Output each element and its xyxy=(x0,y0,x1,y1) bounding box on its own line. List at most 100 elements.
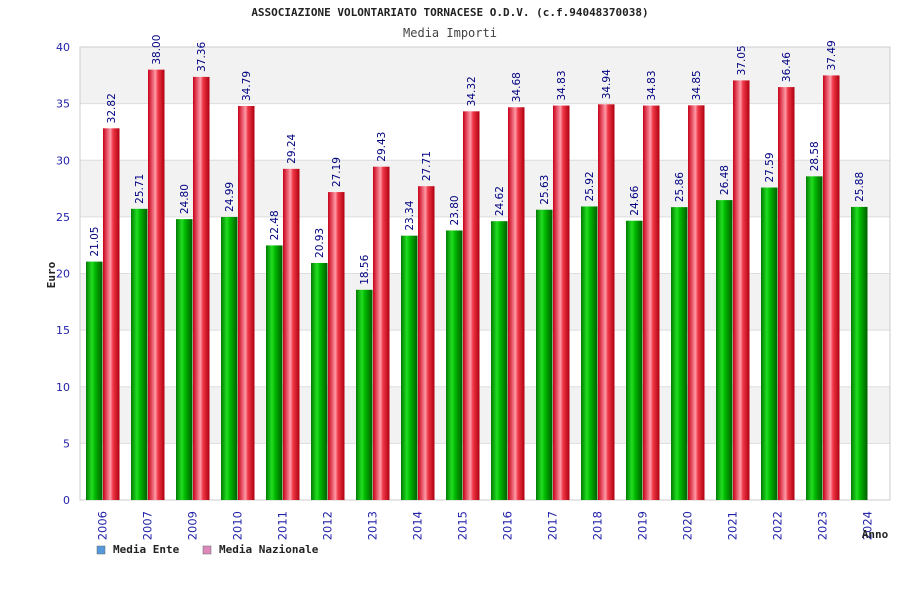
bar-media-nazionale xyxy=(193,76,210,500)
data-label: 22.48 xyxy=(269,210,281,240)
x-tick-label: 2010 xyxy=(231,511,245,540)
legend-swatch-media-nazionale xyxy=(202,545,212,555)
data-label: 20.93 xyxy=(314,228,326,258)
y-tick-label: 35 xyxy=(56,98,70,111)
data-label: 34.32 xyxy=(466,76,478,106)
bar-media-ente xyxy=(536,209,553,501)
bar-media-ente xyxy=(716,200,733,500)
bar-media-nazionale xyxy=(823,75,840,500)
bar-media-ente xyxy=(851,206,868,500)
data-label: 24.99 xyxy=(224,182,236,212)
x-tick-label: 2023 xyxy=(816,511,830,540)
x-tick-label: 2014 xyxy=(411,511,425,540)
data-label: 23.34 xyxy=(404,200,416,230)
data-label: 28.58 xyxy=(809,141,821,171)
bar-media-nazionale xyxy=(328,192,345,501)
chart-subtitle: Media Importi xyxy=(403,26,497,40)
legend: Media Ente Media Nazionale xyxy=(96,543,319,556)
data-label: 26.48 xyxy=(719,165,731,195)
data-label: 25.63 xyxy=(539,175,551,205)
x-tick-label: 2020 xyxy=(681,511,695,540)
x-tick-label: 2019 xyxy=(636,511,650,540)
bar-media-nazionale xyxy=(508,107,525,501)
data-label: 25.88 xyxy=(854,172,866,202)
data-label: 27.19 xyxy=(331,157,343,187)
x-tick-label: 2016 xyxy=(501,511,515,540)
bar-media-ente xyxy=(311,262,328,500)
data-label: 27.59 xyxy=(764,152,776,182)
x-tick-label: 2013 xyxy=(366,511,380,540)
bar-media-nazionale xyxy=(103,128,120,500)
data-label: 29.43 xyxy=(376,132,388,162)
grid-band xyxy=(80,216,890,274)
data-label: 29.24 xyxy=(286,133,298,163)
y-tick-label: 15 xyxy=(56,324,70,337)
y-tick-label: 40 xyxy=(56,41,70,54)
bar-media-ente xyxy=(581,206,598,500)
x-tick-label: 2022 xyxy=(771,511,785,540)
bar-media-nazionale xyxy=(598,104,615,500)
bar-media-ente xyxy=(401,235,418,500)
x-tick-label: 2021 xyxy=(726,511,740,540)
grid-band xyxy=(80,386,890,444)
bar-media-ente xyxy=(446,230,463,500)
legend-label-media-nazionale: Media Nazionale xyxy=(219,543,319,556)
grid-band xyxy=(80,103,890,161)
data-label: 23.80 xyxy=(449,195,461,225)
bar-media-ente xyxy=(491,221,508,500)
x-tick-label: 2011 xyxy=(276,511,290,540)
bar-media-ente xyxy=(356,289,373,500)
x-axis-ticks: 2006 2007 2009 2010 2011 2012 2013 2014 2015 2016… xyxy=(96,511,875,540)
data-label: 37.36 xyxy=(196,42,208,72)
data-label: 24.62 xyxy=(494,186,506,216)
data-label: 18.56 xyxy=(359,254,371,284)
data-label: 32.82 xyxy=(106,93,118,123)
grid-band xyxy=(80,330,890,387)
data-label: 37.49 xyxy=(826,40,838,70)
bar-media-nazionale xyxy=(643,105,660,501)
grid-band xyxy=(80,273,890,331)
data-labels: 21.05 32.82 25.71 38.00 24.80 37.36 24.99 34.79… xyxy=(89,35,866,285)
bar-media-ente xyxy=(86,261,103,500)
legend-label-media-ente: Media Ente xyxy=(113,543,180,556)
y-tick-label: 30 xyxy=(56,154,70,167)
data-label: 34.85 xyxy=(691,70,703,100)
bar-media-nazionale xyxy=(418,186,435,500)
bar-media-nazionale xyxy=(553,105,570,501)
y-tick-label: 5 xyxy=(63,437,70,450)
data-label: 25.92 xyxy=(584,171,596,201)
y-tick-label: 10 xyxy=(56,381,70,394)
y-axis-ticks: 0 5 10 15 20 25 30 35 40 xyxy=(56,41,70,507)
data-label: 34.68 xyxy=(511,72,523,102)
data-label: 34.83 xyxy=(556,70,568,100)
x-tick-label: 2007 xyxy=(141,511,155,540)
bar-media-ente xyxy=(806,176,823,501)
bar-media-ente xyxy=(131,208,148,501)
bar-media-nazionale xyxy=(238,106,255,501)
x-tick-label: 2015 xyxy=(456,511,470,540)
chart-title: ASSOCIAZIONE VOLONTARIATO TORNACESE O.D.… xyxy=(251,6,648,19)
data-label: 24.66 xyxy=(629,185,641,215)
data-label: 27.71 xyxy=(421,151,433,181)
x-tick-label: 2024 xyxy=(861,511,875,540)
bar-media-nazionale xyxy=(463,111,480,501)
y-tick-label: 25 xyxy=(56,211,70,224)
bar-media-nazionale xyxy=(283,168,300,500)
y-tick-label: 0 xyxy=(63,494,70,507)
data-label: 25.71 xyxy=(134,174,146,204)
data-label: 34.94 xyxy=(601,69,613,99)
data-label: 24.80 xyxy=(179,184,191,214)
grid-bands xyxy=(80,47,890,500)
bar-media-nazionale xyxy=(688,105,705,500)
x-tick-label: 2006 xyxy=(96,511,110,540)
bars-group xyxy=(86,69,868,501)
bar-media-ente xyxy=(221,216,238,500)
bar-media-nazionale xyxy=(778,87,795,500)
bar-media-ente xyxy=(266,245,283,500)
data-label: 37.05 xyxy=(736,45,748,75)
bar-media-nazionale xyxy=(373,166,390,500)
grid-band xyxy=(80,47,890,104)
data-label: 34.79 xyxy=(241,71,253,101)
bar-media-ente xyxy=(671,207,688,500)
bar-media-ente xyxy=(626,220,643,500)
